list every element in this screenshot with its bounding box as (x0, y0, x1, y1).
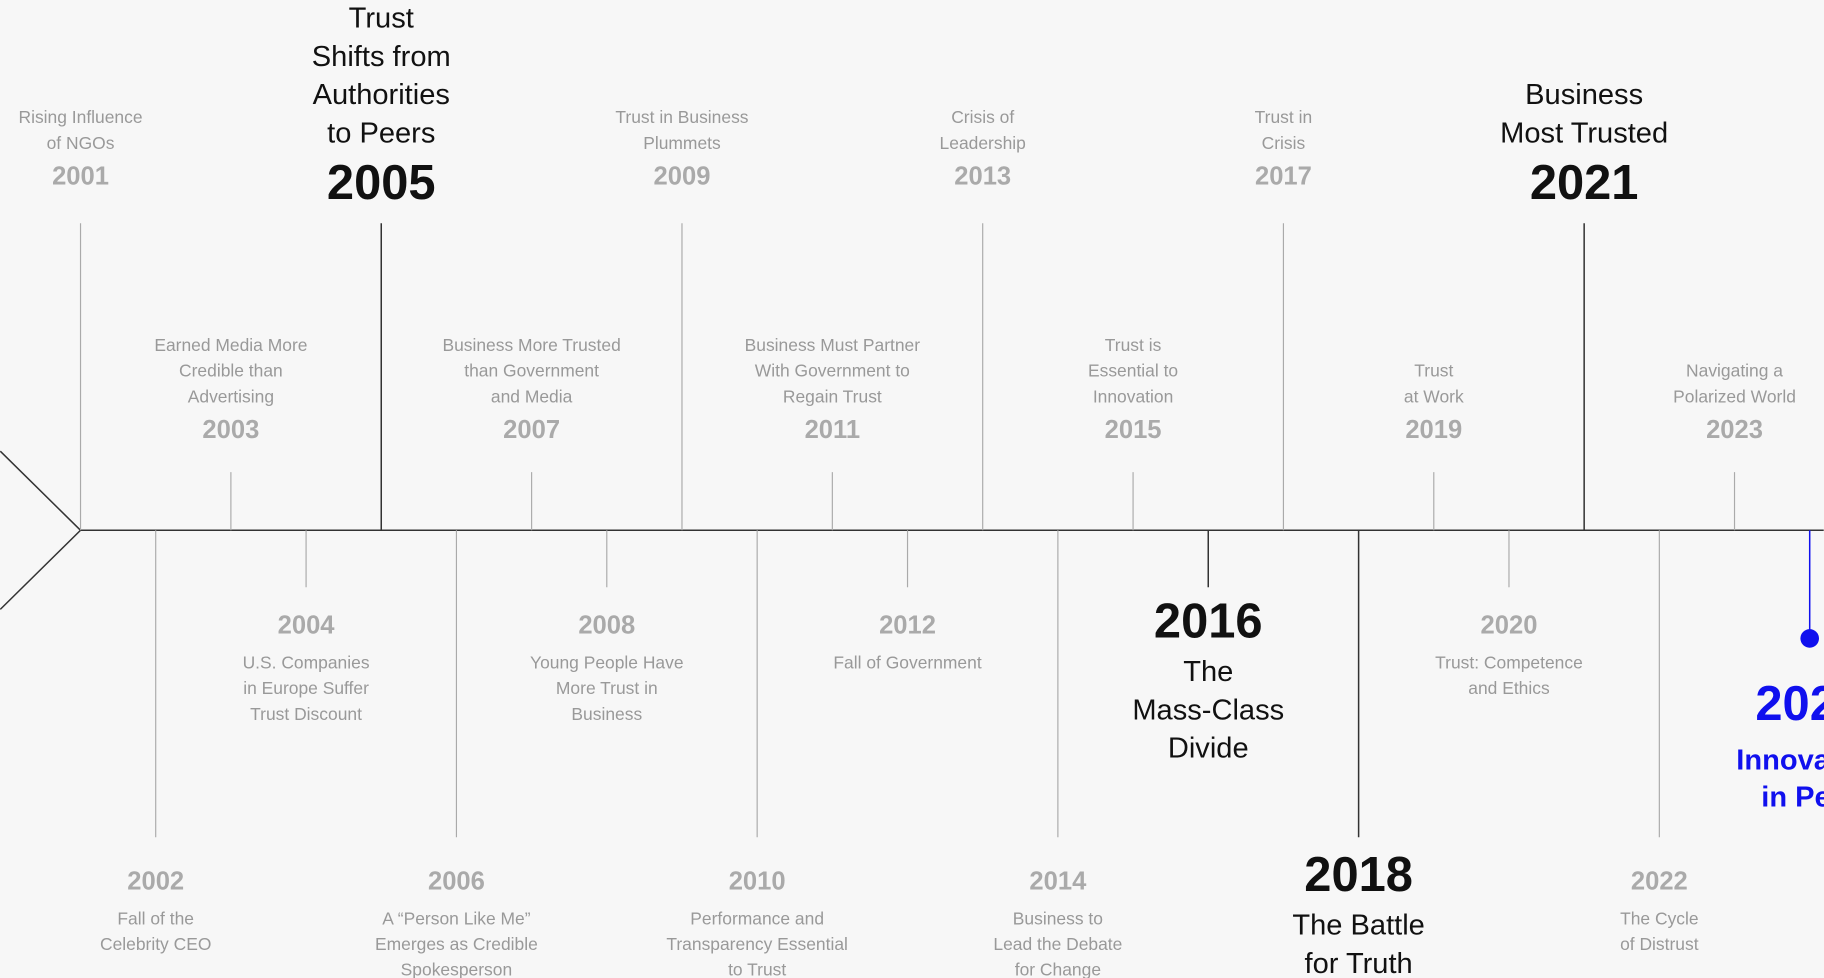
event-title: Business (571, 704, 642, 724)
event-title: Advertising (188, 386, 274, 406)
event-title: Trust (1414, 361, 1453, 381)
event-title: of NGOs (47, 133, 115, 153)
event-title: Crisis of (951, 107, 1014, 127)
event-title: Innovation (1736, 744, 1824, 776)
event-title: More Trust in (556, 678, 658, 698)
event-title: Trust Discount (250, 704, 362, 724)
event-title: of Distrust (1620, 934, 1699, 954)
event-year: 2019 (1405, 416, 1462, 444)
event-title: Mass-Class (1132, 694, 1284, 726)
event-year: 2024 (1755, 677, 1824, 731)
event-title: The Cycle (1620, 908, 1699, 928)
event-year: 2018 (1304, 848, 1413, 902)
event-year: 2021 (1530, 156, 1639, 210)
event-title: Trust is (1105, 335, 1162, 355)
event-year: 2006 (428, 867, 485, 895)
event-title: Celebrity CEO (100, 934, 211, 954)
event-title: Shifts from (312, 41, 451, 73)
event-year: 2020 (1481, 612, 1538, 640)
event-title: Trust in (1255, 107, 1313, 127)
event-title: Performance and (690, 908, 824, 928)
event-title: Innovation (1093, 386, 1173, 406)
event-title: Young People Have (530, 653, 684, 673)
event-title: for Truth (1305, 948, 1413, 978)
event-title: Trust: Competence (1435, 653, 1583, 673)
event-year: 2016 (1154, 594, 1263, 648)
event-title: in Europe Suffer (243, 678, 369, 698)
event-title: and Ethics (1468, 678, 1550, 698)
event-title: Transparency Essential (666, 934, 848, 954)
event-title: at Work (1404, 386, 1464, 406)
event-title: to Peers (327, 118, 435, 150)
event-dot (1800, 629, 1820, 648)
event-title: Authorities (313, 79, 450, 111)
event-title: Crisis (1262, 133, 1306, 153)
event-year: 2013 (954, 163, 1011, 191)
event-title: Rising Influence (18, 107, 142, 127)
event-year: 2005 (327, 156, 436, 210)
event-title: for Change (1015, 960, 1101, 978)
event-title: Most Trusted (1500, 118, 1668, 150)
event-title: Trust (349, 2, 414, 34)
event-title: and Media (491, 386, 573, 406)
event-year: 2015 (1105, 416, 1162, 444)
event-year: 2017 (1255, 163, 1312, 191)
event-year: 2002 (127, 867, 184, 895)
event-year: 2004 (278, 612, 336, 640)
event-title: in Peril (1761, 782, 1824, 814)
event-title: Navigating a (1686, 361, 1783, 381)
event-title: Credible than (179, 361, 283, 381)
event-title: Regain Trust (783, 386, 882, 406)
event-title: Fall of Government (833, 653, 981, 673)
event-title: Lead the Debate (993, 934, 1122, 954)
event-title: Fall of the (117, 908, 194, 928)
event-year: 2009 (654, 163, 711, 191)
event-title: Plummets (643, 133, 721, 153)
event-title: to Trust (728, 960, 786, 978)
event-year: 2008 (578, 612, 635, 640)
event-title: U.S. Companies (243, 653, 370, 673)
event-title: Business Must Partner (745, 335, 921, 355)
event-title: Divide (1168, 733, 1249, 765)
event-title: Trust in Business (615, 107, 748, 127)
event-title: Business to (1013, 908, 1103, 928)
event-year: 2011 (805, 416, 861, 444)
event-title: Business More Trusted (442, 335, 620, 355)
event-year: 2014 (1029, 867, 1087, 895)
event-title: Spokesperson (401, 960, 512, 978)
event-year: 2023 (1706, 416, 1763, 444)
event-title: A “Person Like Me” (382, 908, 530, 928)
event-title: than Government (464, 361, 599, 381)
event-year: 2001 (52, 163, 109, 191)
event-title: The (1183, 656, 1233, 688)
event-title: Leadership (940, 133, 1026, 153)
event-title: The Battle (1292, 910, 1424, 942)
event-year: 2022 (1631, 867, 1688, 895)
event-year: 2003 (202, 416, 259, 444)
event-title: Earned Media More (154, 335, 307, 355)
event-title: Business (1525, 79, 1643, 111)
event-year: 2012 (879, 612, 936, 640)
event-year: 2007 (503, 416, 560, 444)
event-year: 2010 (729, 867, 786, 895)
event-title: With Government to (755, 361, 910, 381)
event-title: Polarized World (1673, 386, 1796, 406)
event-title: Emerges as Credible (375, 934, 538, 954)
event-title: Essential to (1088, 361, 1178, 381)
